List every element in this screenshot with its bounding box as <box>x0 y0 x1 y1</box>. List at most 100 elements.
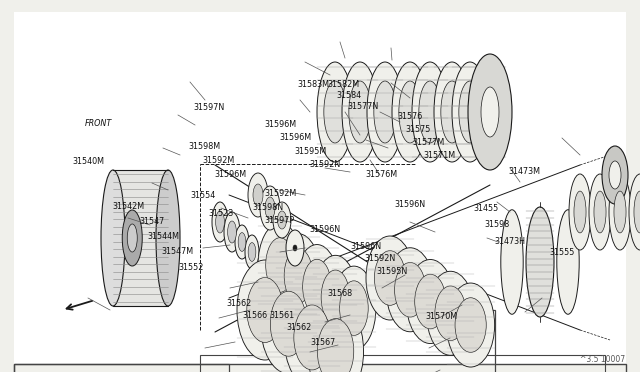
Ellipse shape <box>394 263 426 317</box>
Text: 31555: 31555 <box>549 248 575 257</box>
Ellipse shape <box>324 81 346 143</box>
Text: 31577N: 31577N <box>348 102 379 111</box>
Ellipse shape <box>629 174 640 250</box>
Ellipse shape <box>415 274 446 329</box>
Ellipse shape <box>101 170 125 306</box>
Text: 31568: 31568 <box>328 289 353 298</box>
Ellipse shape <box>441 81 463 143</box>
Text: 31596N: 31596N <box>310 225 340 234</box>
Ellipse shape <box>284 288 340 372</box>
Ellipse shape <box>574 191 586 233</box>
Text: 31598: 31598 <box>484 220 509 229</box>
Bar <box>113 170 168 306</box>
Ellipse shape <box>122 210 142 266</box>
Text: 31596M: 31596M <box>264 120 296 129</box>
Ellipse shape <box>386 248 434 332</box>
Text: 31455: 31455 <box>474 204 499 213</box>
Text: 31592M: 31592M <box>264 189 296 198</box>
Text: 31584: 31584 <box>337 91 362 100</box>
Ellipse shape <box>276 234 321 318</box>
Text: ^3.5 10007: ^3.5 10007 <box>580 355 625 364</box>
Ellipse shape <box>156 170 180 306</box>
Bar <box>310 310 495 372</box>
Ellipse shape <box>278 211 287 229</box>
Text: 31552: 31552 <box>178 263 204 272</box>
Ellipse shape <box>342 62 378 162</box>
Text: 31547M: 31547M <box>162 247 194 256</box>
Ellipse shape <box>406 260 454 343</box>
Text: 31596N: 31596N <box>394 200 425 209</box>
Text: 31542M: 31542M <box>112 202 144 211</box>
Text: 31547: 31547 <box>140 217 165 226</box>
Ellipse shape <box>293 245 297 251</box>
Bar <box>14 364 229 372</box>
Ellipse shape <box>308 301 364 372</box>
Ellipse shape <box>247 278 284 343</box>
Ellipse shape <box>459 81 481 143</box>
Text: 31540M: 31540M <box>72 157 104 166</box>
Ellipse shape <box>602 146 628 204</box>
Ellipse shape <box>314 255 357 339</box>
Ellipse shape <box>557 210 579 314</box>
Text: 31561: 31561 <box>269 311 295 320</box>
Text: 31597P: 31597P <box>264 216 294 225</box>
Ellipse shape <box>228 221 236 243</box>
Ellipse shape <box>270 291 307 356</box>
Ellipse shape <box>294 305 330 370</box>
Text: 31598N: 31598N <box>252 203 283 212</box>
Text: 31544M: 31544M <box>147 232 179 241</box>
Ellipse shape <box>367 62 403 162</box>
Ellipse shape <box>273 202 291 238</box>
Text: 31596M: 31596M <box>280 133 312 142</box>
Ellipse shape <box>501 210 524 314</box>
Ellipse shape <box>447 283 495 367</box>
Ellipse shape <box>614 191 626 233</box>
Ellipse shape <box>212 202 228 242</box>
Text: 31566: 31566 <box>242 311 268 320</box>
Ellipse shape <box>340 281 368 336</box>
Text: 31473M: 31473M <box>509 167 541 176</box>
Ellipse shape <box>609 174 631 250</box>
Ellipse shape <box>253 184 263 206</box>
Ellipse shape <box>248 243 256 262</box>
Text: 31592N: 31592N <box>310 160 340 169</box>
Ellipse shape <box>258 223 302 307</box>
Ellipse shape <box>366 236 414 320</box>
Text: 31571M: 31571M <box>423 151 455 160</box>
Ellipse shape <box>434 62 470 162</box>
Ellipse shape <box>248 173 268 217</box>
Text: 31575: 31575 <box>406 125 431 134</box>
Ellipse shape <box>419 81 441 143</box>
Ellipse shape <box>260 186 280 230</box>
Ellipse shape <box>374 251 406 305</box>
Ellipse shape <box>260 274 317 372</box>
Text: 31582M: 31582M <box>327 80 359 89</box>
Ellipse shape <box>237 260 293 360</box>
Ellipse shape <box>481 87 499 137</box>
Ellipse shape <box>455 298 486 352</box>
Ellipse shape <box>332 266 376 350</box>
Text: 31592M: 31592M <box>203 156 235 165</box>
Text: 31596M: 31596M <box>214 170 246 179</box>
Ellipse shape <box>569 174 591 250</box>
Ellipse shape <box>317 62 353 162</box>
Ellipse shape <box>426 271 474 355</box>
Ellipse shape <box>392 62 428 162</box>
Ellipse shape <box>349 81 371 143</box>
Ellipse shape <box>303 259 332 314</box>
Ellipse shape <box>284 248 313 303</box>
Ellipse shape <box>317 319 354 372</box>
Text: FRONT: FRONT <box>84 119 111 128</box>
Ellipse shape <box>594 191 606 233</box>
Ellipse shape <box>295 244 339 328</box>
Text: 31473H: 31473H <box>494 237 525 246</box>
Text: 31523: 31523 <box>208 209 234 218</box>
Text: 31592N: 31592N <box>365 254 396 263</box>
Ellipse shape <box>127 224 137 252</box>
Ellipse shape <box>245 235 259 269</box>
Text: 31554: 31554 <box>191 191 216 200</box>
Ellipse shape <box>235 225 249 259</box>
Ellipse shape <box>265 197 275 219</box>
Ellipse shape <box>452 62 488 162</box>
Ellipse shape <box>321 270 349 325</box>
